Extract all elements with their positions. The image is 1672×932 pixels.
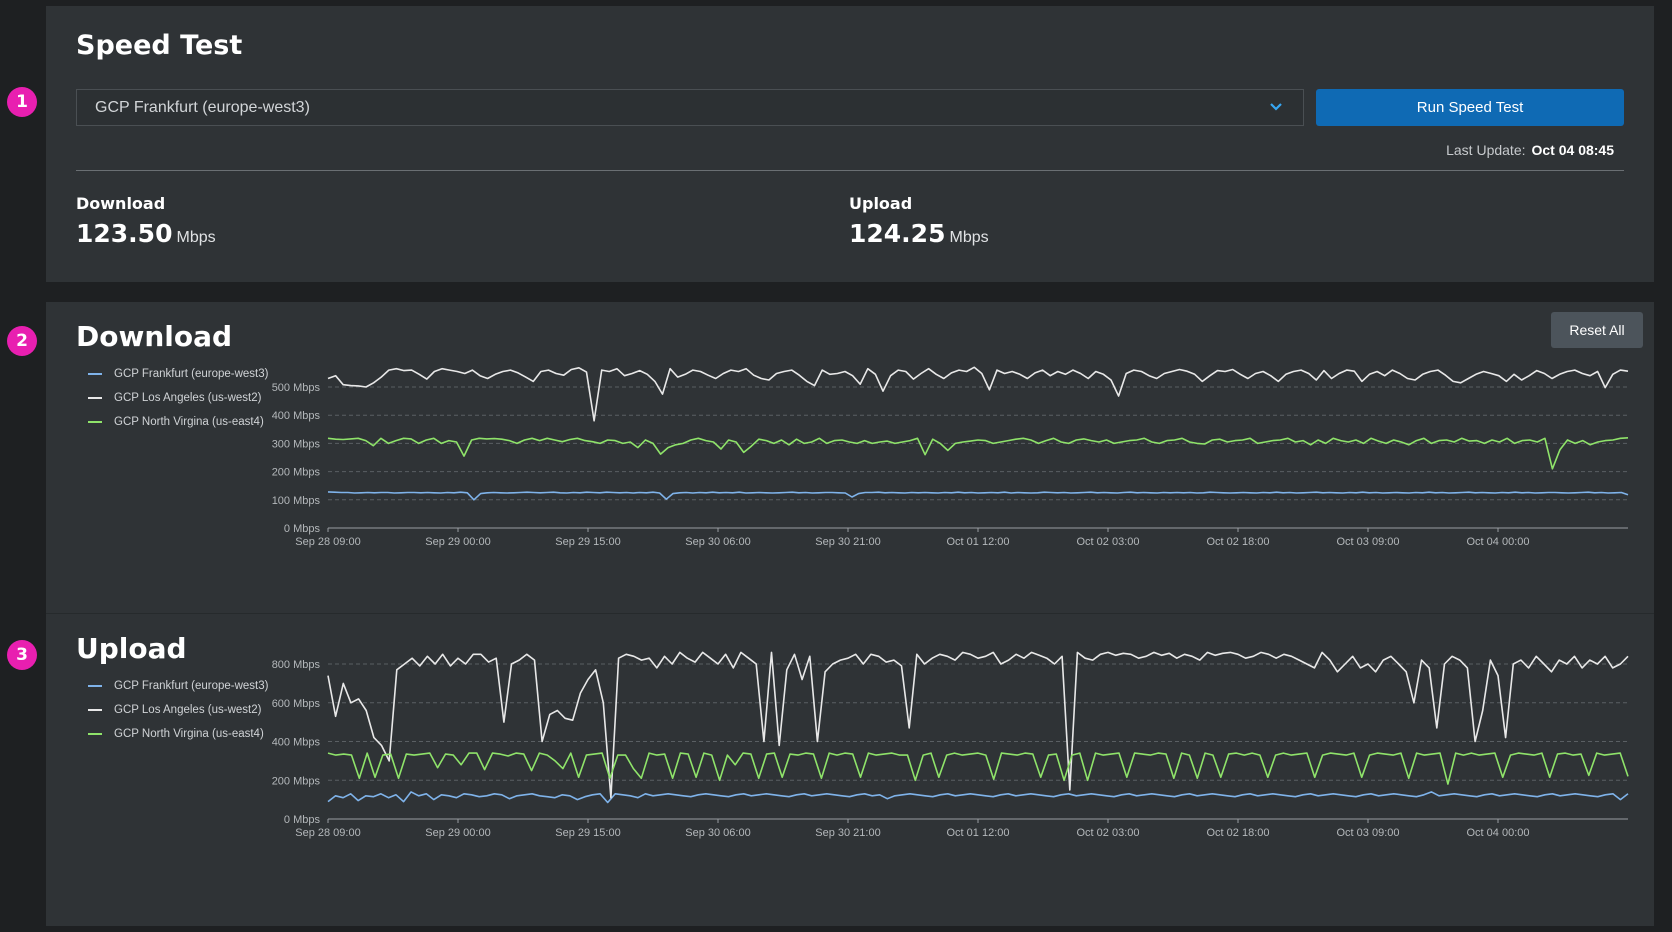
last-update-value: Oct 04 08:45	[1531, 142, 1615, 158]
server-select-value: GCP Frankfurt (europe-west3)	[95, 98, 310, 116]
run-speed-test-button[interactable]: Run Speed Test	[1316, 89, 1624, 126]
y-tick-label: 800 Mbps	[272, 659, 321, 671]
x-tick-label: Oct 03 09:00	[1337, 536, 1400, 548]
x-tick-label: Sep 30 21:00	[815, 536, 880, 548]
reset-all-button[interactable]: Reset All	[1551, 312, 1643, 348]
download-unit: Mbps	[176, 229, 216, 246]
legend-swatch	[88, 421, 102, 423]
x-tick-label: Sep 29 00:00	[425, 536, 490, 548]
last-update-label: Last Update:	[1446, 142, 1526, 158]
x-tick-label: Oct 02 18:00	[1207, 536, 1270, 548]
x-tick-label: Oct 04 00:00	[1467, 827, 1530, 839]
x-tick-label: Sep 28 09:00	[295, 536, 360, 548]
upload-section-title: Upload	[76, 632, 187, 665]
legend-swatch	[88, 373, 102, 375]
series-line	[327, 437, 1629, 470]
upload-metric: Upload 124.25 Mbps	[849, 194, 989, 248]
x-tick-label: Sep 29 15:00	[555, 827, 620, 839]
download-value: 123.50 Mbps	[76, 219, 216, 248]
download-chart: 0 Mbps 100 Mbps 200 Mbps 300 Mbps 400 Mbps 50…	[272, 366, 1629, 548]
x-tick-label: Sep 29 15:00	[555, 536, 620, 548]
upload-unit: Mbps	[949, 229, 989, 246]
legend-swatch	[88, 685, 102, 687]
upload-chart-panel: Upload GCP Frankfurt (europe-west3) GCP …	[46, 614, 1654, 926]
legend-label: GCP Frankfurt (europe-west3)	[114, 368, 269, 380]
x-tick-label: Sep 28 09:00	[295, 827, 360, 839]
x-tick-label: Oct 02 18:00	[1207, 827, 1270, 839]
download-section-title: Download	[76, 320, 233, 353]
y-tick-label: 400 Mbps	[272, 737, 321, 749]
x-tick-label: Sep 30 06:00	[685, 536, 750, 548]
legend-item[interactable]: GCP Frankfurt (europe-west3)	[88, 362, 268, 386]
y-tick-label: 500 Mbps	[272, 382, 321, 394]
upload-label: Upload	[849, 194, 913, 213]
legend-label: GCP Los Angeles (us-west2)	[114, 704, 262, 716]
download-metric: Download 123.50 Mbps	[76, 194, 216, 248]
legend-label: GCP Frankfurt (europe-west3)	[114, 680, 269, 692]
upload-legend: GCP Frankfurt (europe-west3) GCP Los Ang…	[88, 674, 268, 746]
step-badge-1: 1	[7, 87, 37, 117]
x-tick-label: Oct 01 12:00	[947, 536, 1010, 548]
legend-item[interactable]: GCP North Virgina (us-east4)	[88, 722, 268, 746]
legend-item[interactable]: GCP North Virgina (us-east4)	[88, 410, 268, 434]
download-legend: GCP Frankfurt (europe-west3) GCP Los Ang…	[88, 362, 268, 434]
legend-item[interactable]: GCP Los Angeles (us-west2)	[88, 698, 268, 722]
x-tick-label: Sep 30 21:00	[815, 827, 880, 839]
series-line	[327, 491, 1629, 501]
y-tick-label: 100 Mbps	[272, 495, 321, 507]
legend-label: GCP Los Angeles (us-west2)	[114, 392, 262, 404]
x-tick-label: Oct 04 00:00	[1467, 536, 1530, 548]
chevron-down-icon	[1270, 103, 1282, 111]
y-tick-label: 300 Mbps	[272, 438, 321, 450]
y-tick-label: 600 Mbps	[272, 698, 321, 710]
y-tick-label: 0 Mbps	[284, 523, 321, 535]
upload-chart: 0 Mbps 200 Mbps 400 Mbps 600 Mbps 800 Mbps Se…	[272, 651, 1629, 839]
download-chart-panel: Download Reset All GCP Frankfurt (europe…	[46, 302, 1654, 614]
x-tick-label: Oct 02 03:00	[1077, 827, 1140, 839]
legend-item[interactable]: GCP Los Angeles (us-west2)	[88, 386, 268, 410]
download-label: Download	[76, 194, 166, 213]
legend-swatch	[88, 733, 102, 735]
y-tick-label: 0 Mbps	[284, 814, 321, 826]
x-tick-label: Oct 01 12:00	[947, 827, 1010, 839]
series-line	[327, 366, 1629, 422]
legend-label: GCP North Virgina (us-east4)	[114, 416, 264, 428]
y-tick-label: 200 Mbps	[272, 775, 321, 787]
legend-label: GCP North Virgina (us-east4)	[114, 728, 264, 740]
x-tick-label: Sep 29 00:00	[425, 827, 490, 839]
series-line	[327, 651, 1629, 799]
x-tick-label: Oct 02 03:00	[1077, 536, 1140, 548]
legend-item[interactable]: GCP Frankfurt (europe-west3)	[88, 674, 268, 698]
series-line	[327, 752, 1629, 785]
download-number: 123.50	[76, 219, 173, 248]
upload-number: 124.25	[849, 219, 946, 248]
last-update: Last Update: Oct 04 08:45	[1446, 142, 1614, 158]
legend-swatch	[88, 709, 102, 711]
server-select[interactable]: GCP Frankfurt (europe-west3)	[76, 89, 1304, 126]
x-tick-label: Sep 30 06:00	[685, 827, 750, 839]
series-line	[327, 791, 1629, 804]
upload-value: 124.25 Mbps	[849, 219, 989, 248]
legend-swatch	[88, 397, 102, 399]
divider	[76, 170, 1624, 171]
step-badge-3: 3	[7, 640, 37, 670]
speed-test-title: Speed Test	[76, 30, 243, 61]
step-badge-2: 2	[7, 326, 37, 356]
speed-test-panel: Speed Test GCP Frankfurt (europe-west3) …	[46, 6, 1654, 282]
y-tick-label: 400 Mbps	[272, 410, 321, 422]
x-tick-label: Oct 03 09:00	[1337, 827, 1400, 839]
y-tick-label: 200 Mbps	[272, 467, 321, 479]
